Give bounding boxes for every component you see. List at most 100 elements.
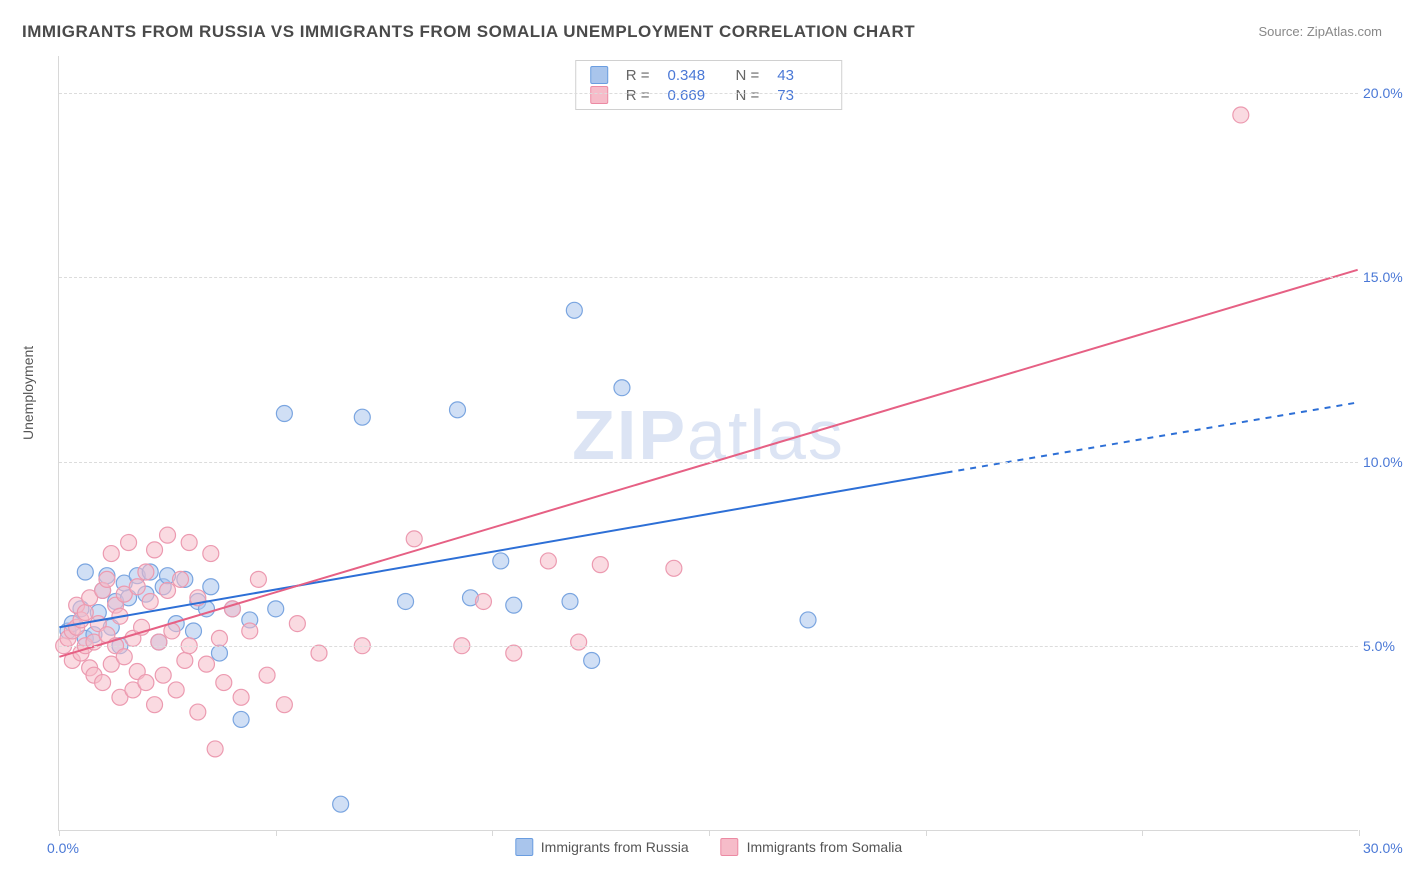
- source-label: Source: ZipAtlas.com: [1258, 24, 1382, 39]
- n-value-russia: 43: [777, 67, 827, 84]
- data-point: [450, 402, 466, 418]
- scatter-svg: [59, 56, 1358, 830]
- y-axis-title: Unemployment: [20, 346, 36, 440]
- data-point: [406, 531, 422, 547]
- chart-title: IMMIGRANTS FROM RUSSIA VS IMMIGRANTS FRO…: [22, 22, 915, 42]
- data-point: [147, 697, 163, 713]
- gridline: [59, 462, 1358, 463]
- data-point: [475, 593, 491, 609]
- data-point: [116, 649, 132, 665]
- data-point: [666, 560, 682, 576]
- x-tick: [1359, 830, 1360, 836]
- data-point: [160, 527, 176, 543]
- n-label: N =: [736, 67, 760, 84]
- data-point: [614, 380, 630, 396]
- data-point: [242, 623, 258, 639]
- series-legend: Immigrants from Russia Immigrants from S…: [515, 838, 902, 856]
- data-point: [207, 741, 223, 757]
- data-point: [173, 571, 189, 587]
- r-value-somalia: 0.669: [668, 87, 718, 104]
- data-point: [103, 546, 119, 562]
- data-point: [506, 645, 522, 661]
- data-point: [562, 593, 578, 609]
- x-tick: [492, 830, 493, 836]
- y-tick-label: 5.0%: [1363, 638, 1406, 654]
- r-label: R =: [626, 67, 650, 84]
- data-point: [155, 667, 171, 683]
- gridline: [59, 646, 1358, 647]
- gridline: [59, 277, 1358, 278]
- data-point: [177, 652, 193, 668]
- stats-row-russia: R = 0.348 N = 43: [590, 65, 828, 85]
- data-point: [198, 656, 214, 672]
- data-point: [216, 675, 232, 691]
- data-point: [77, 605, 93, 621]
- r-value-russia: 0.348: [668, 67, 718, 84]
- gridline: [59, 93, 1358, 94]
- data-point: [333, 796, 349, 812]
- data-point: [584, 652, 600, 668]
- legend-label-russia: Immigrants from Russia: [541, 839, 689, 855]
- x-axis-label-right: 30.0%: [1363, 840, 1406, 856]
- swatch-blue-icon: [590, 66, 608, 84]
- swatch-blue-icon: [515, 838, 533, 856]
- plot-area: ZIPatlas R = 0.348 N = 43 R = 0.669 N = …: [58, 56, 1358, 831]
- data-point: [1233, 107, 1249, 123]
- data-point: [540, 553, 556, 569]
- data-point: [233, 689, 249, 705]
- data-point: [493, 553, 509, 569]
- data-point: [800, 612, 816, 628]
- data-point: [276, 406, 292, 422]
- n-label: N =: [736, 87, 760, 104]
- data-point: [77, 564, 93, 580]
- x-tick: [59, 830, 60, 836]
- data-point: [95, 675, 111, 691]
- data-point: [211, 630, 227, 646]
- data-point: [398, 593, 414, 609]
- data-point: [168, 682, 184, 698]
- data-point: [233, 711, 249, 727]
- data-point: [203, 579, 219, 595]
- swatch-pink-icon: [721, 838, 739, 856]
- data-point: [506, 597, 522, 613]
- legend-item-russia: Immigrants from Russia: [515, 838, 689, 856]
- data-point: [203, 546, 219, 562]
- data-point: [138, 675, 154, 691]
- data-point: [250, 571, 266, 587]
- data-point: [566, 302, 582, 318]
- r-label: R =: [626, 87, 650, 104]
- data-point: [311, 645, 327, 661]
- data-point: [592, 557, 608, 573]
- data-point: [129, 579, 145, 595]
- data-point: [160, 582, 176, 598]
- data-point: [571, 634, 587, 650]
- data-point: [99, 571, 115, 587]
- data-point: [211, 645, 227, 661]
- x-tick: [926, 830, 927, 836]
- data-point: [147, 542, 163, 558]
- y-tick-label: 15.0%: [1363, 269, 1406, 285]
- data-point: [268, 601, 284, 617]
- data-point: [138, 564, 154, 580]
- data-point: [151, 634, 167, 650]
- stats-row-somalia: R = 0.669 N = 73: [590, 85, 828, 105]
- data-point: [354, 409, 370, 425]
- n-value-somalia: 73: [777, 87, 827, 104]
- data-point: [276, 697, 292, 713]
- data-point: [190, 704, 206, 720]
- x-tick: [276, 830, 277, 836]
- data-point: [181, 535, 197, 551]
- legend-label-somalia: Immigrants from Somalia: [747, 839, 903, 855]
- y-tick-label: 20.0%: [1363, 85, 1406, 101]
- data-point: [142, 593, 158, 609]
- x-axis-label-left: 0.0%: [47, 840, 79, 856]
- stats-legend: R = 0.348 N = 43 R = 0.669 N = 73: [575, 60, 843, 110]
- trend-line: [59, 270, 1357, 657]
- data-point: [186, 623, 202, 639]
- y-tick-label: 10.0%: [1363, 454, 1406, 470]
- swatch-pink-icon: [590, 86, 608, 104]
- data-point: [121, 535, 137, 551]
- data-point: [289, 616, 305, 632]
- data-point: [259, 667, 275, 683]
- legend-item-somalia: Immigrants from Somalia: [721, 838, 903, 856]
